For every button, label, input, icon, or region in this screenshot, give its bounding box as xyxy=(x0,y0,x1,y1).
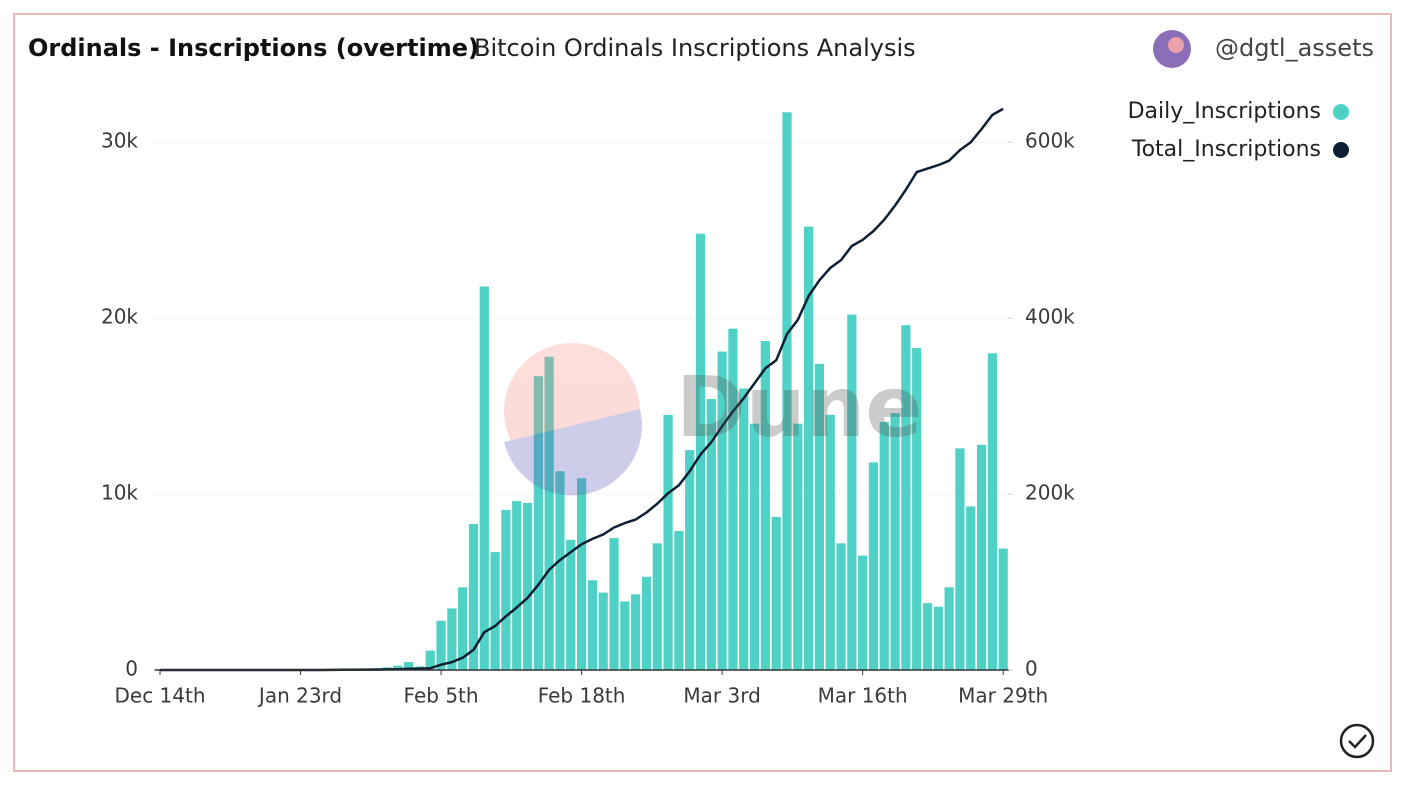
bar xyxy=(858,556,867,670)
bar xyxy=(512,501,521,670)
bar xyxy=(653,543,662,670)
x-tick-label: Jan 23rd xyxy=(257,684,342,708)
avatar-face xyxy=(1168,37,1184,53)
y2-tick-label: 400k xyxy=(1025,305,1075,329)
y2-tick-label: 0 xyxy=(1025,657,1038,681)
bar xyxy=(577,478,586,670)
bar xyxy=(501,510,510,670)
bar xyxy=(480,286,489,670)
bar xyxy=(588,580,597,670)
watermark-text: Dune xyxy=(676,358,922,456)
x-tick-label: Dec 14th xyxy=(114,684,205,708)
bar xyxy=(793,424,802,670)
bar xyxy=(642,577,651,670)
bar xyxy=(945,587,954,670)
bar xyxy=(955,448,964,670)
bar xyxy=(523,503,532,670)
chart-title: Ordinals - Inscriptions (overtime) xyxy=(28,34,479,62)
legend-label: Daily_Inscriptions xyxy=(1128,99,1321,124)
bar xyxy=(977,445,986,670)
bar xyxy=(599,593,608,670)
bar xyxy=(966,506,975,670)
legend-marker xyxy=(1333,142,1349,158)
bar xyxy=(566,540,575,670)
bar xyxy=(663,415,672,670)
y2-tick-label: 600k xyxy=(1025,129,1075,153)
bar xyxy=(869,462,878,670)
bar xyxy=(772,517,781,670)
bar xyxy=(685,450,694,670)
bar xyxy=(491,552,500,670)
bar xyxy=(631,594,640,670)
bar xyxy=(934,607,943,670)
bar xyxy=(620,601,629,670)
author: @dgtl_assets xyxy=(1215,34,1374,62)
x-tick-label: Mar 16th xyxy=(818,684,908,708)
chart-subtitle: Bitcoin Ordinals Inscriptions Analysis xyxy=(474,34,916,62)
legend-marker xyxy=(1333,104,1349,120)
x-tick-label: Feb 5th xyxy=(404,684,479,708)
x-tick-label: Mar 3rd xyxy=(683,684,760,708)
bar xyxy=(609,538,618,670)
y-tick-label: 10k xyxy=(101,481,138,505)
x-tick-label: Feb 18th xyxy=(538,684,626,708)
bar xyxy=(988,353,997,670)
x-tick-label: Mar 29th xyxy=(958,684,1048,708)
bar xyxy=(555,471,564,670)
bar xyxy=(999,549,1008,670)
bar xyxy=(674,531,683,670)
bar xyxy=(750,424,759,670)
legend-label: Total_Inscriptions xyxy=(1131,137,1321,162)
y2-tick-label: 200k xyxy=(1025,481,1075,505)
bar xyxy=(923,603,932,670)
y-tick-label: 30k xyxy=(101,129,138,153)
y-tick-label: 0 xyxy=(125,657,138,681)
bar xyxy=(836,543,845,670)
bar xyxy=(436,621,445,670)
y-tick-label: 20k xyxy=(101,305,138,329)
bar xyxy=(880,422,889,670)
